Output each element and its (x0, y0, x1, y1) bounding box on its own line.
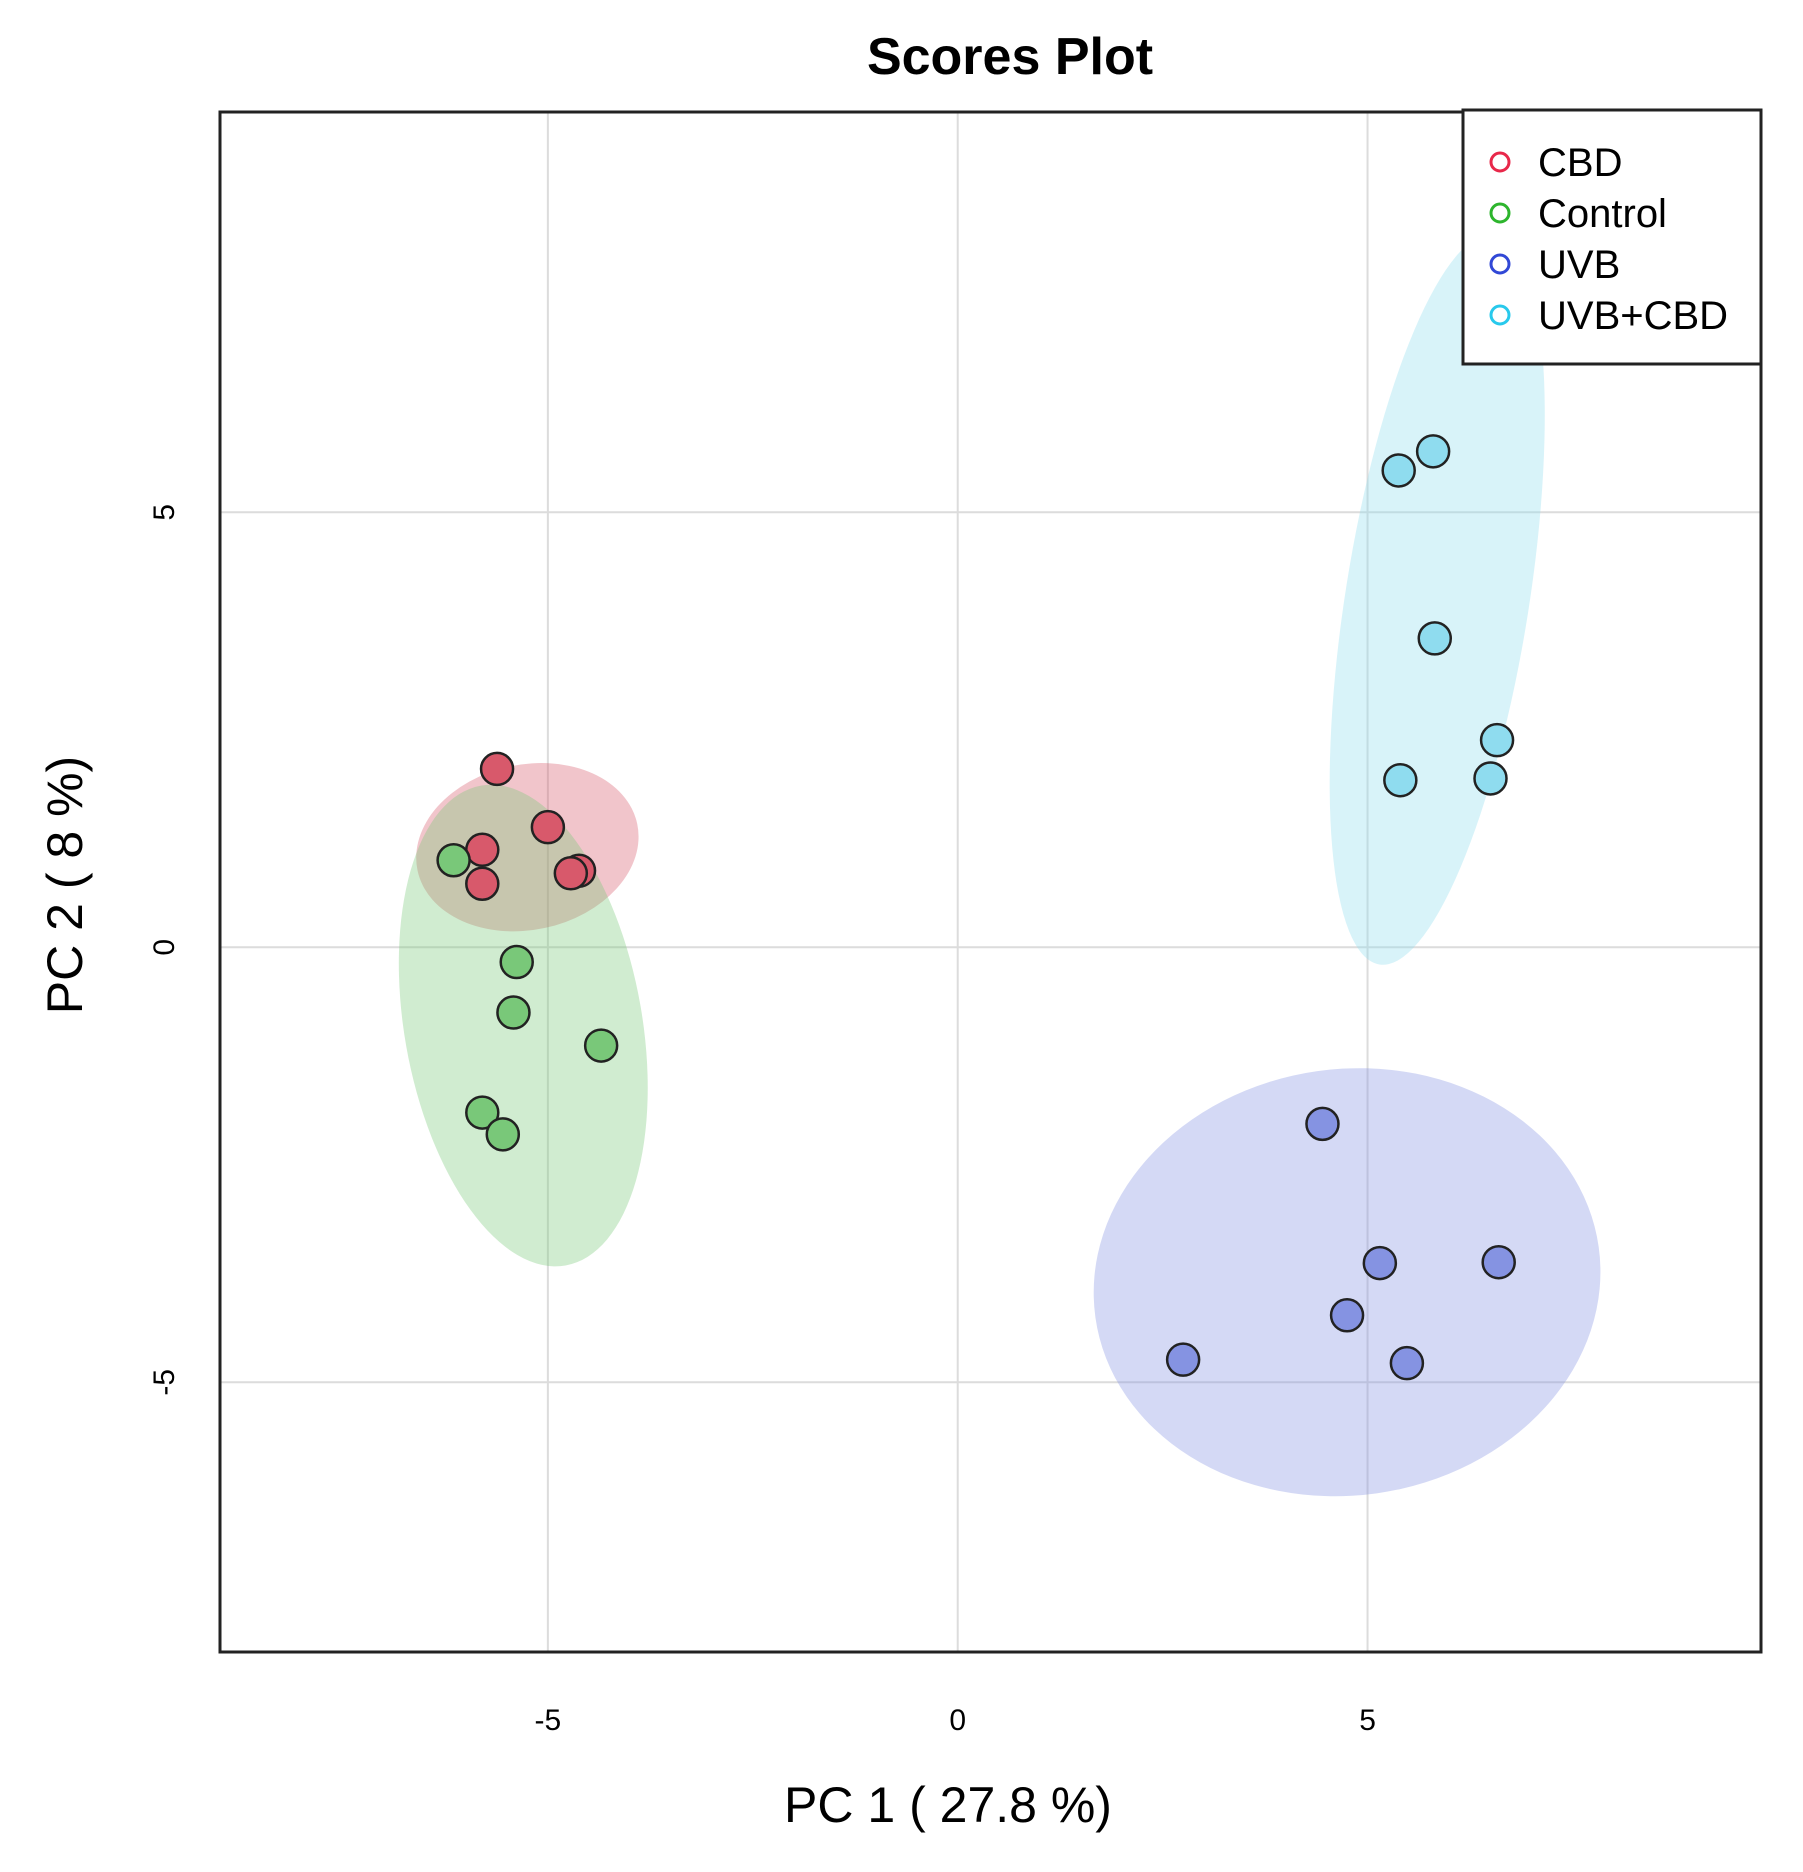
x-tick-label: 0 (949, 1704, 966, 1737)
point-cbd (465, 832, 500, 868)
legend-box (1461, 108, 1763, 366)
point-cbd (553, 856, 589, 891)
point-uvb (1362, 1245, 1398, 1281)
chart-title: Scores Plot (867, 28, 1153, 86)
legend-label-uvb-cbd: UVB+CBD (1538, 294, 1728, 338)
point-control (436, 842, 471, 878)
legend-marker-uvb (1489, 253, 1511, 275)
legend-marker-cbd (1489, 151, 1511, 173)
plot-frame (218, 110, 1763, 1654)
point-uvb-cbd (1415, 434, 1451, 469)
y-tick-label: -5 (148, 1369, 181, 1396)
point-control (499, 944, 534, 980)
legend-marker-control (1489, 202, 1511, 224)
point-uvb (1389, 1345, 1425, 1381)
confidence-ellipses (398, 233, 1601, 1497)
x-tick-label: -5 (535, 1704, 562, 1737)
point-uvb-cbd (1383, 762, 1418, 798)
x-tick-label: 5 (1359, 1704, 1376, 1737)
grid-lines (220, 112, 1761, 1652)
data-points (436, 434, 1516, 1381)
legend-label-control: Control (1538, 192, 1667, 236)
ellipse-uvb (1093, 1068, 1601, 1497)
point-uvb (1165, 1342, 1201, 1377)
point-uvb-cbd (1473, 761, 1508, 796)
point-uvb (1481, 1244, 1516, 1280)
legend-marker-uvb-cbd (1489, 304, 1511, 326)
point-control (465, 1095, 500, 1130)
legend-label-uvb: UVB (1538, 243, 1620, 287)
x-axis-label: PC 1 ( 27.8 %) (784, 1777, 1112, 1833)
y-axis-label: PC 2 ( 8 %) (37, 756, 93, 1014)
axis-ticks: -5 0 5 -5 0 5 (148, 504, 1376, 1737)
legend-label-cbd: CBD (1538, 141, 1622, 185)
point-uvb-cbd (1417, 621, 1453, 656)
legend: CBD Control UVB UVB+CBD (1461, 108, 1763, 366)
point-uvb (1329, 1298, 1365, 1333)
point-uvb-cbd (1479, 722, 1515, 758)
point-cbd (465, 866, 500, 901)
point-uvb-cbd (1381, 453, 1416, 488)
point-cbd (530, 809, 566, 845)
point-control (496, 995, 531, 1030)
y-tick-label: 0 (148, 939, 181, 956)
point-uvb (1305, 1106, 1340, 1142)
point-cbd (479, 751, 515, 787)
point-control (583, 1028, 619, 1063)
point-control (485, 1117, 521, 1152)
y-tick-label: 5 (148, 504, 181, 521)
